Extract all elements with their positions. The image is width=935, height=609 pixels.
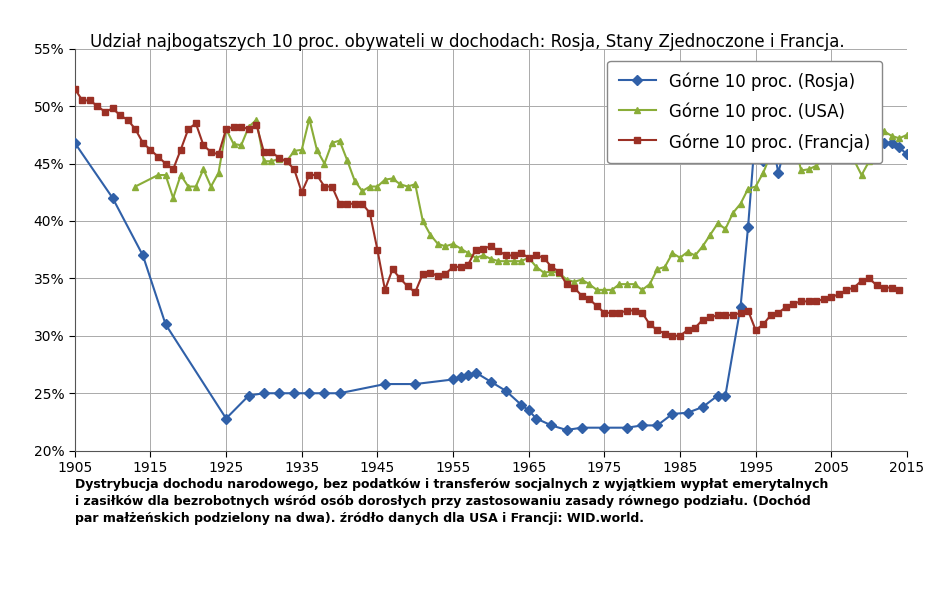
Text: Udział najbogatszych 10 proc. obywateli w dochodach: Rosja, Stany Zjednoczone i : Udział najbogatszych 10 proc. obywateli … [90,33,845,52]
Górne 10 proc. (Francja) [561,281,572,288]
Górne 10 proc. (Rosja) [448,376,459,383]
Górne 10 proc. (Rosja) [848,132,859,139]
Górne 10 proc. (Francja) [803,298,814,305]
Górne 10 proc. (Rosja) [410,381,421,388]
Górne 10 proc. (USA) [198,166,209,173]
Górne 10 proc. (Francja) [365,209,376,217]
Line: Górne 10 proc. (USA): Górne 10 proc. (USA) [132,115,911,294]
Górne 10 proc. (USA) [130,183,141,190]
Górne 10 proc. (Rosja) [901,150,913,158]
Górne 10 proc. (Rosja) [796,137,807,144]
Górne 10 proc. (USA) [500,258,511,265]
Górne 10 proc. (Rosja) [886,139,898,147]
Górne 10 proc. (Francja) [32,143,43,150]
Górne 10 proc. (USA) [727,209,739,217]
Górne 10 proc. (USA) [591,286,602,294]
Górne 10 proc. (USA) [614,281,626,288]
Text: Dystrybucja dochodu narodowego, bez podatków i transferów socjalnych z wyjątkiem: Dystrybucja dochodu narodowego, bez poda… [75,478,828,525]
Górne 10 proc. (Rosja) [765,130,776,138]
Górne 10 proc. (Rosja) [69,139,80,147]
Górne 10 proc. (Francja) [667,332,678,339]
Line: Górne 10 proc. (Francja): Górne 10 proc. (Francja) [34,85,903,339]
Górne 10 proc. (Francja) [236,123,247,130]
Górne 10 proc. (USA) [901,131,913,138]
Górne 10 proc. (Francja) [319,183,330,190]
Górne 10 proc. (USA) [689,252,700,259]
Górne 10 proc. (Francja) [894,286,905,294]
Line: Górne 10 proc. (Rosja): Górne 10 proc. (Rosja) [71,80,911,434]
Górne 10 proc. (Francja) [69,85,80,93]
Górne 10 proc. (Rosja) [561,426,572,434]
Górne 10 proc. (USA) [341,157,352,164]
Górne 10 proc. (Rosja) [833,80,844,87]
Legend: Górne 10 proc. (Rosja), Górne 10 proc. (USA), Górne 10 proc. (Francja): Górne 10 proc. (Rosja), Górne 10 proc. (… [608,61,882,163]
Górne 10 proc. (Francja) [152,153,164,160]
Górne 10 proc. (USA) [304,115,315,122]
